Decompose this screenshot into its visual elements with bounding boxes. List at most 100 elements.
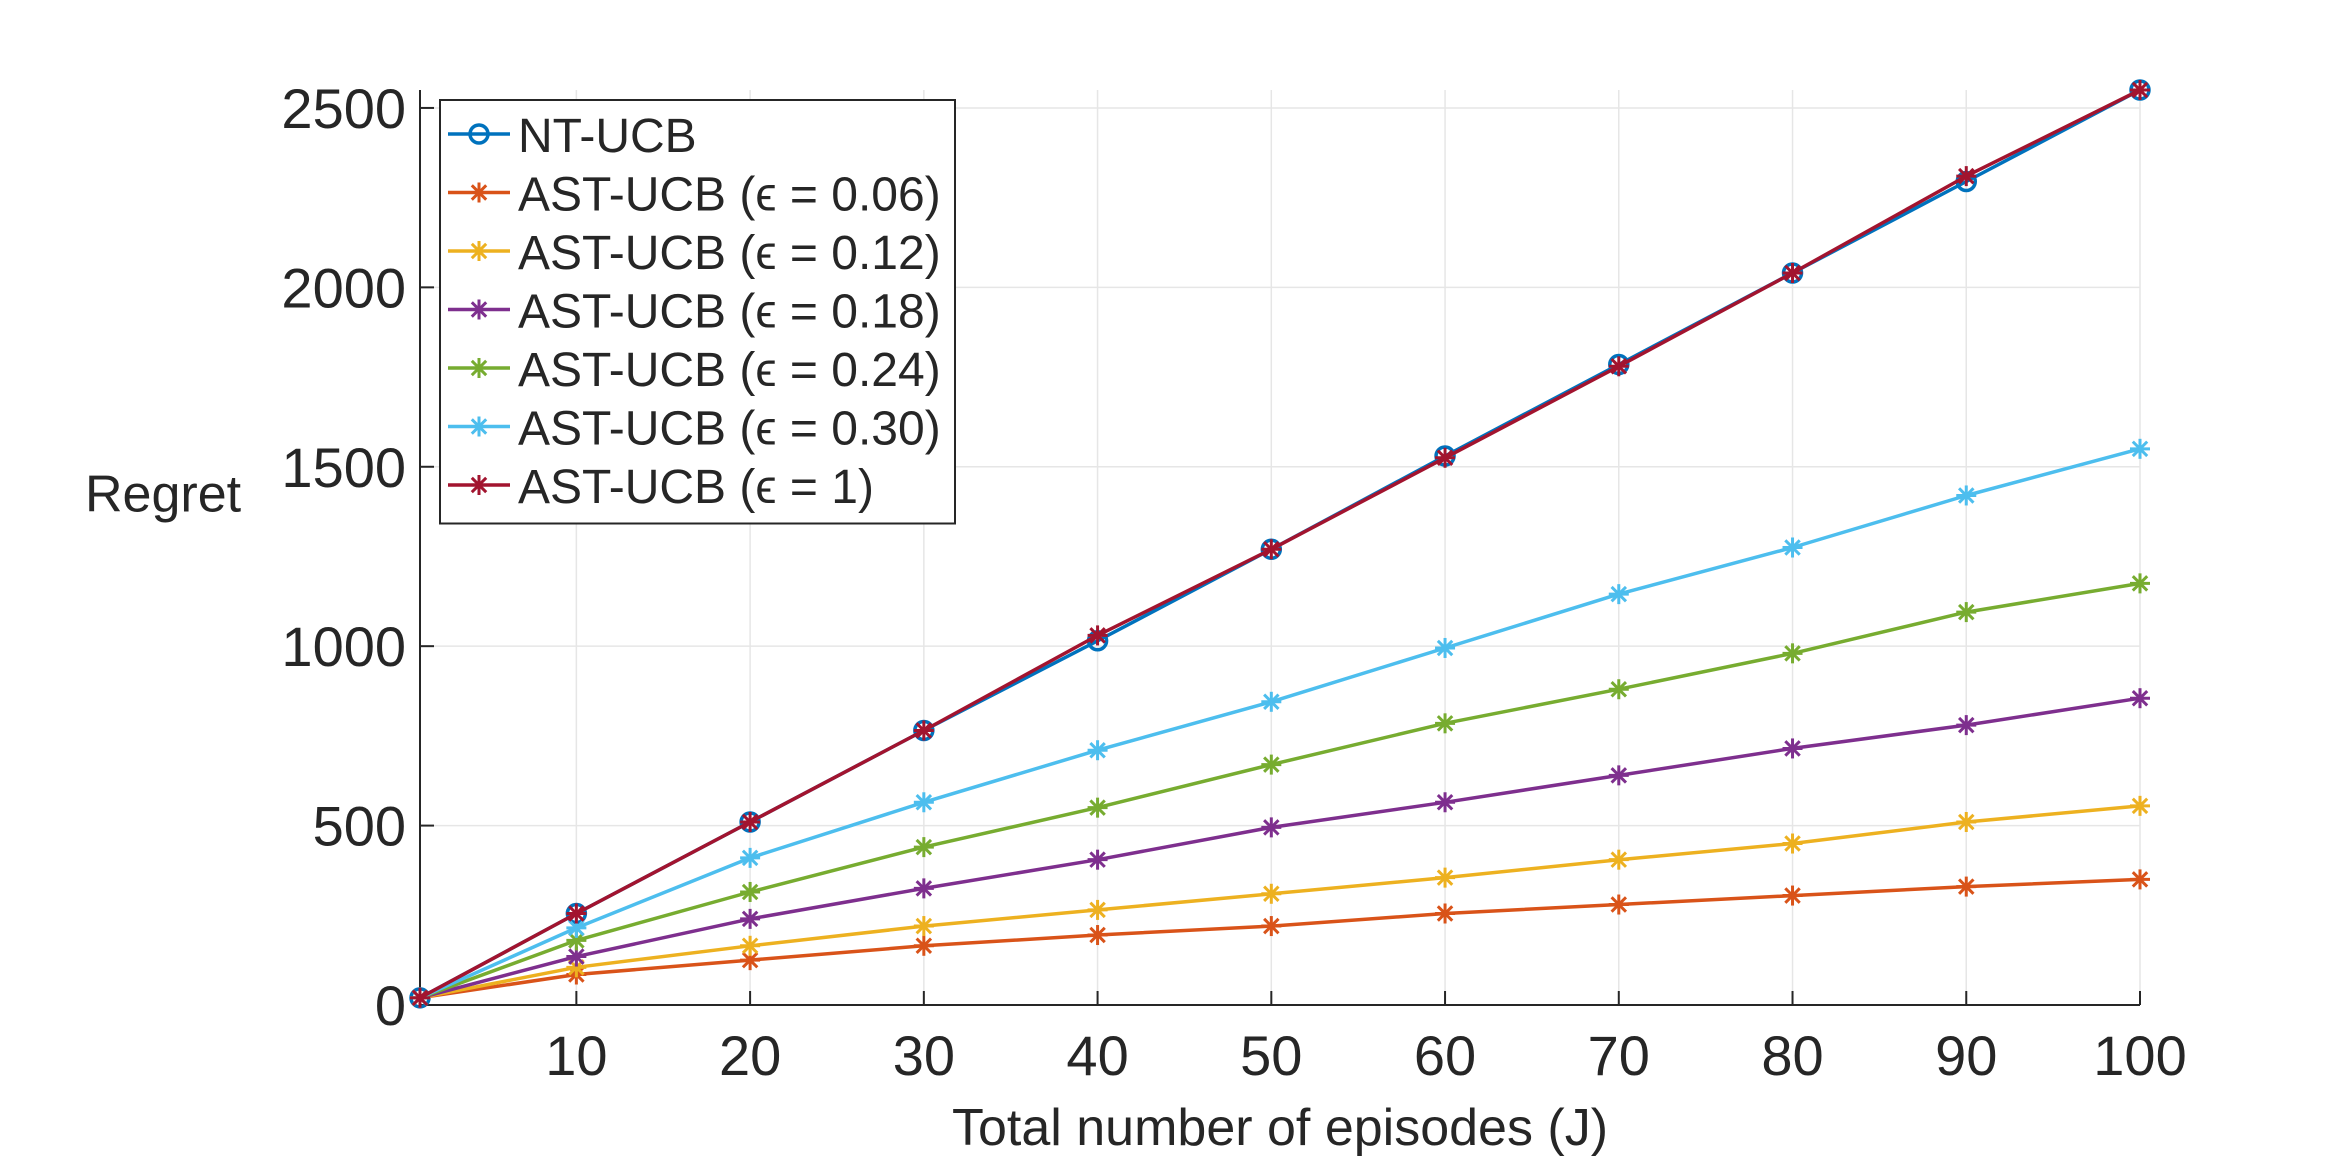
series-7 bbox=[410, 80, 2150, 1008]
data-point-marker bbox=[1261, 691, 1282, 712]
data-point-marker bbox=[2130, 80, 2150, 100]
data-point-marker bbox=[1261, 883, 1282, 904]
data-point-marker bbox=[1435, 447, 1456, 468]
series-group bbox=[409, 79, 2151, 1009]
series-4 bbox=[410, 688, 2150, 1008]
x-tick-label: 30 bbox=[893, 1024, 955, 1087]
data-point-marker bbox=[566, 930, 587, 951]
series-6 bbox=[410, 438, 2150, 1008]
data-point-marker bbox=[1608, 765, 1629, 786]
x-axis-label: Total number of episodes (J) bbox=[952, 1099, 1608, 1157]
legend-item: NT-UCB bbox=[448, 110, 697, 163]
data-point-marker bbox=[1782, 537, 1803, 558]
x-tick-label: 70 bbox=[1588, 1024, 1650, 1087]
data-point-marker bbox=[1435, 903, 1456, 924]
data-point-marker bbox=[1435, 713, 1456, 734]
legend-item: AST-UCB (ϵ = 1) bbox=[448, 461, 874, 514]
x-tick-label: 50 bbox=[1240, 1024, 1302, 1087]
data-point-marker bbox=[2130, 688, 2150, 709]
data-point-marker bbox=[1261, 754, 1282, 775]
data-point-marker bbox=[913, 720, 934, 741]
x-tick-label: 40 bbox=[1066, 1024, 1128, 1087]
data-point-marker bbox=[1435, 792, 1456, 813]
data-point-marker bbox=[1956, 602, 1977, 623]
data-point-marker bbox=[740, 881, 761, 902]
y-axis-label: Regret bbox=[85, 466, 242, 524]
data-point-marker bbox=[1608, 584, 1629, 605]
x-tick-label: 80 bbox=[1761, 1024, 1823, 1087]
data-point-marker bbox=[1608, 894, 1629, 915]
legend-label: AST-UCB (ϵ = 0.06) bbox=[518, 169, 941, 222]
data-point-marker bbox=[1087, 849, 1108, 870]
data-point-marker bbox=[1956, 715, 1977, 736]
data-point-marker bbox=[1956, 812, 1977, 832]
legend-item: AST-UCB (ϵ = 0.06) bbox=[448, 169, 941, 222]
data-point-marker bbox=[2130, 573, 2150, 594]
data-point-marker bbox=[1782, 885, 1803, 906]
data-point-marker bbox=[469, 416, 489, 437]
data-point-marker bbox=[1261, 916, 1282, 937]
legend-label: AST-UCB (ϵ = 0.24) bbox=[518, 344, 941, 397]
data-point-marker bbox=[1087, 625, 1108, 646]
data-point-marker bbox=[1608, 849, 1629, 870]
data-point-marker bbox=[740, 812, 761, 832]
legend-label: AST-UCB (ϵ = 0.12) bbox=[518, 227, 941, 280]
y-tick-label: 2500 bbox=[281, 77, 406, 140]
y-tick-label: 500 bbox=[313, 795, 406, 858]
x-tick-label: 10 bbox=[545, 1024, 607, 1087]
data-point-marker bbox=[469, 475, 489, 495]
legend-item: AST-UCB (ϵ = 0.12) bbox=[448, 227, 941, 280]
x-tick-label: 90 bbox=[1935, 1024, 1997, 1087]
data-point-marker bbox=[1435, 867, 1456, 888]
data-point-marker bbox=[1087, 797, 1108, 818]
data-point-marker bbox=[1435, 637, 1456, 658]
legend-item: AST-UCB (ϵ = 0.18) bbox=[448, 286, 941, 339]
legend-label: AST-UCB (ϵ = 0.30) bbox=[518, 403, 941, 456]
data-point-marker bbox=[2130, 438, 2150, 459]
data-point-marker bbox=[740, 847, 761, 868]
data-point-marker bbox=[1956, 876, 1977, 897]
y-tick-label: 1500 bbox=[281, 436, 406, 499]
data-point-marker bbox=[2130, 869, 2150, 890]
data-point-marker bbox=[1782, 643, 1803, 664]
legend-item: AST-UCB (ϵ = 0.30) bbox=[448, 403, 941, 456]
y-tick-label: 0 bbox=[375, 974, 406, 1037]
data-point-marker bbox=[468, 123, 490, 145]
data-point-marker bbox=[913, 878, 934, 899]
x-tick-label: 100 bbox=[2093, 1024, 2186, 1087]
data-point-marker bbox=[410, 987, 430, 1008]
x-tick-label: 20 bbox=[719, 1024, 781, 1087]
data-point-marker bbox=[1956, 485, 1977, 506]
data-point-marker bbox=[913, 935, 934, 956]
legend-box bbox=[439, 99, 956, 525]
data-point-marker bbox=[1087, 925, 1108, 946]
data-point-marker bbox=[1608, 679, 1629, 700]
tick-labels: 10 20 30 40 50 60 70 80 90 1000500100015002000250… bbox=[281, 77, 2186, 1087]
data-point-marker bbox=[913, 792, 934, 813]
y-tick-label: 1000 bbox=[281, 615, 406, 678]
legend-item: AST-UCB (ϵ = 0.24) bbox=[448, 344, 941, 397]
data-point-marker bbox=[566, 903, 587, 924]
legend-label: AST-UCB (ϵ = 0.18) bbox=[518, 286, 941, 339]
data-point-marker bbox=[469, 241, 489, 261]
data-point-marker bbox=[740, 935, 761, 956]
data-point-marker bbox=[1608, 356, 1629, 377]
data-point-marker bbox=[1782, 263, 1803, 283]
data-point-marker bbox=[1782, 738, 1803, 759]
data-point-marker bbox=[913, 916, 934, 937]
x-tick-label: 60 bbox=[1414, 1024, 1476, 1087]
legend-label: AST-UCB (ϵ = 1) bbox=[518, 461, 874, 514]
data-point-marker bbox=[1261, 539, 1282, 560]
axes bbox=[419, 90, 2141, 1006]
data-point-marker bbox=[1087, 899, 1108, 920]
data-point-marker bbox=[1261, 817, 1282, 838]
data-point-marker bbox=[469, 299, 489, 320]
y-tick-label: 2000 bbox=[281, 256, 406, 319]
data-point-marker bbox=[469, 182, 489, 203]
data-point-marker bbox=[740, 908, 761, 929]
series-5 bbox=[410, 573, 2150, 1008]
data-point-marker bbox=[1087, 740, 1108, 761]
